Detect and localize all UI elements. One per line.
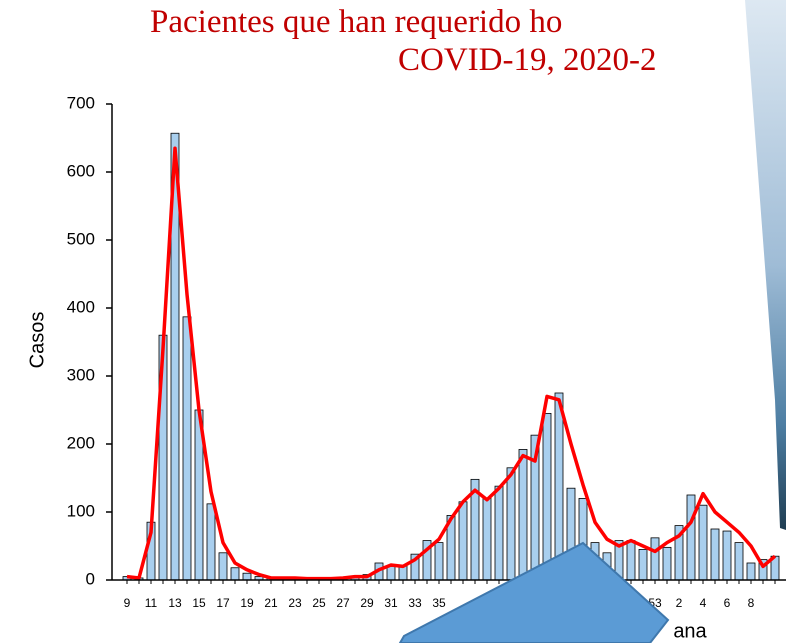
- x-tick-label: 8: [748, 596, 755, 610]
- y-tick-label: 500: [67, 229, 95, 248]
- x-tick-label: 23: [288, 596, 302, 610]
- y-tick-label: 0: [86, 569, 95, 588]
- overlay: ana: [398, 0, 786, 643]
- x-tick-label: 35: [432, 596, 446, 610]
- bar: [746, 562, 756, 581]
- bar: [218, 552, 228, 581]
- bar: [626, 540, 636, 581]
- y-tick-label: 200: [67, 433, 95, 452]
- x-tick-label: 25: [312, 596, 326, 610]
- bar: [554, 392, 564, 581]
- bar: [650, 537, 660, 581]
- x-tick-label: 27: [336, 596, 350, 610]
- bar: [542, 412, 552, 581]
- bar: [518, 449, 528, 581]
- trend-line: [126, 146, 777, 581]
- bar: [206, 503, 216, 581]
- x-tick-label: 31: [384, 596, 398, 610]
- x-tick-label: 13: [168, 596, 182, 610]
- x-axis-label: ana: [673, 620, 707, 642]
- bar: [662, 546, 672, 581]
- y-tick-label: 300: [67, 365, 95, 384]
- bar: [182, 316, 192, 581]
- x-tick-label: 2: [676, 596, 683, 610]
- y-axis-label: Casos: [26, 312, 48, 369]
- y-tick-label: 600: [67, 161, 95, 180]
- bar: [230, 567, 240, 581]
- x-tick-label: 15: [192, 596, 206, 610]
- bar: [710, 528, 720, 581]
- bar: [506, 467, 516, 581]
- x-tick-label: 4: [700, 596, 707, 610]
- x-tick-label: 33: [408, 596, 422, 610]
- bar: [482, 497, 492, 581]
- x-tick-label: 6: [724, 596, 731, 610]
- bar: [494, 485, 504, 581]
- bar: [434, 542, 444, 581]
- photo-overlay: [745, 0, 786, 530]
- x-tick-label: 17: [216, 596, 230, 610]
- y-tick-label: 100: [67, 501, 95, 520]
- bar: [734, 542, 744, 581]
- x-tick-label: 29: [360, 596, 374, 610]
- bar: [722, 530, 732, 581]
- arrow-shape: [398, 541, 670, 643]
- y-tick-label: 400: [67, 297, 95, 316]
- x-tick-label: 11: [145, 596, 158, 610]
- bar: [638, 549, 648, 581]
- chart-subtitle: COVID-19, 2020-2: [398, 42, 656, 78]
- bar: [698, 504, 708, 581]
- x-tick-label: 9: [124, 596, 131, 610]
- x-tick-label: 21: [264, 596, 278, 610]
- chart-title: Pacientes que han requerido ho: [150, 4, 562, 40]
- x-tick-label: 19: [240, 596, 254, 610]
- bar: [686, 494, 696, 581]
- bar: [386, 566, 396, 581]
- bar: [458, 501, 468, 581]
- bar: [242, 572, 252, 581]
- y-tick-label: 700: [67, 93, 95, 112]
